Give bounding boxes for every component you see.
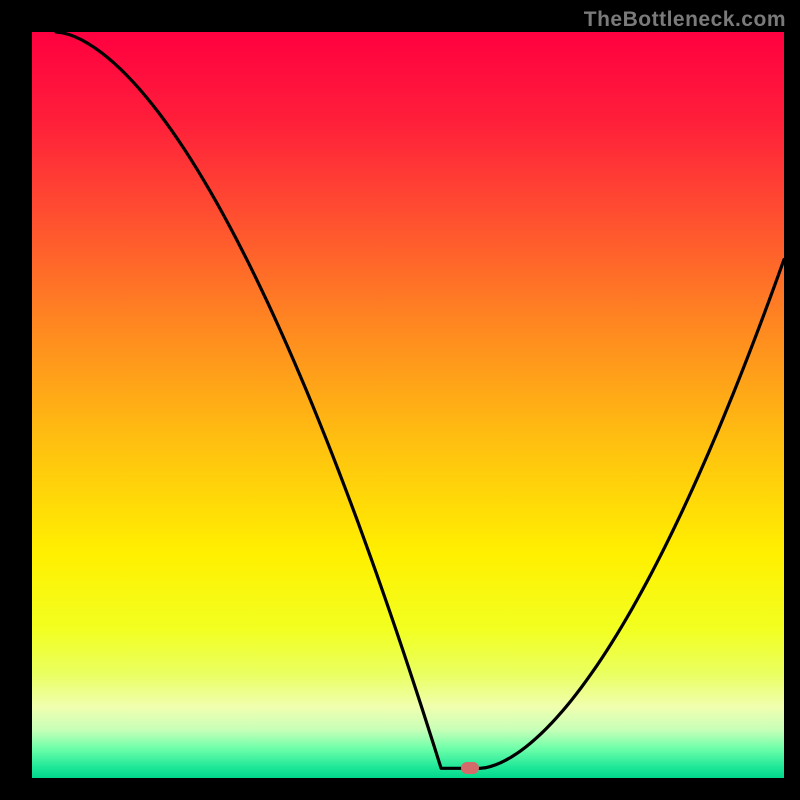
bottleneck-curve	[32, 32, 784, 778]
plot-area	[32, 32, 784, 778]
optimal-marker	[461, 762, 479, 774]
chart-container: { "watermark": { "text": "TheBottleneck.…	[0, 0, 800, 800]
watermark-label: TheBottleneck.com	[584, 8, 786, 32]
